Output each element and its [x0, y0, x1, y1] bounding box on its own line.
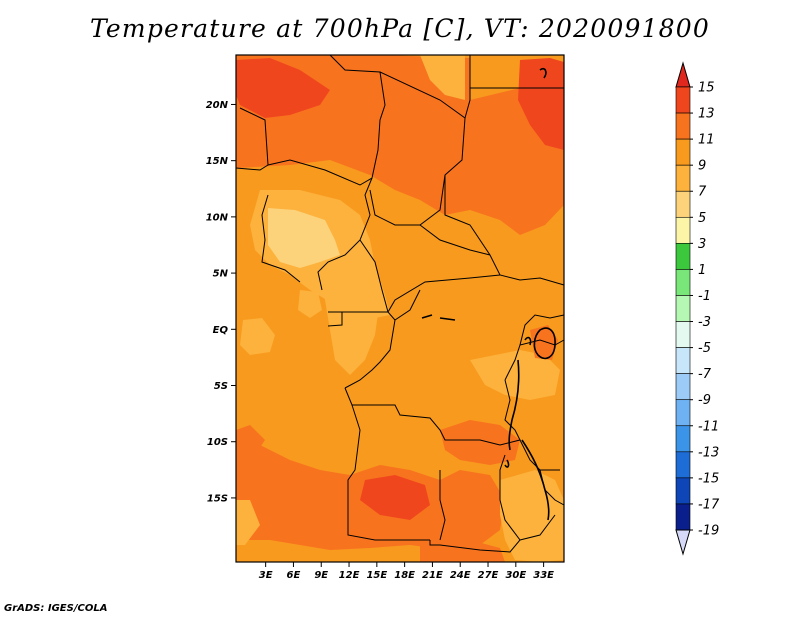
grads-credit: GrADS: IGES/COLA — [4, 603, 108, 614]
colorbar-box — [675, 477, 691, 505]
colorbar-label: -1 — [698, 289, 711, 304]
colorbar-box — [675, 321, 691, 348]
lat-tick-label: 5N — [213, 269, 229, 280]
lon-tick-label: 18E — [394, 570, 415, 581]
lon-tick-label: 21E — [422, 570, 443, 581]
lon-tick-label: 6E — [287, 570, 301, 581]
colorbar-box — [675, 112, 691, 140]
colorbar-label: -17 — [698, 497, 720, 512]
hot-region-south — [360, 475, 430, 520]
colorbar-label: 11 — [698, 133, 715, 148]
lat-tick-label: 15N — [206, 156, 229, 167]
country-borders — [235, 54, 565, 553]
cool-region-coast — [240, 318, 275, 355]
lon-tick-label: 9E — [314, 570, 328, 581]
colorbar-box — [675, 243, 691, 270]
colorbar-label: -11 — [698, 419, 719, 434]
cool-region-central — [325, 260, 380, 375]
cool-band-north — [420, 55, 465, 100]
longitude-axis: 3E 6E 9E 12E 15E 18E 21E 24E 27E 30E 33E — [259, 562, 554, 581]
colorbar-label: 13 — [698, 107, 715, 122]
lon-tick-label: 30E — [505, 570, 526, 581]
colorbar-box — [675, 425, 691, 453]
colorbar-label: -19 — [698, 524, 719, 539]
colorbar-label: -5 — [698, 341, 711, 356]
colorbar-box — [675, 503, 691, 531]
cool-patch-east — [470, 350, 560, 400]
colorbar-box — [675, 295, 691, 322]
colorbar-box — [675, 451, 691, 479]
lon-tick-label: 33E — [533, 570, 554, 581]
hot-region-northeast — [518, 58, 564, 150]
colorbar-label: 3 — [698, 237, 706, 252]
colorbar-box — [675, 399, 691, 427]
colorbar-top-arrow — [675, 61, 691, 88]
colorbar-box — [675, 164, 691, 192]
lat-tick-label: 5S — [214, 381, 228, 392]
lon-tick-label: 24E — [450, 570, 471, 581]
colorbar-label: -13 — [698, 445, 719, 460]
colorbar-label: -9 — [698, 393, 711, 408]
colorbar-bottom-arrow — [675, 529, 691, 556]
lon-tick-label: 27E — [478, 570, 499, 581]
warm-region-east-mid — [440, 420, 520, 465]
lon-tick-label: 3E — [259, 570, 273, 581]
warm-region-southwest — [236, 425, 265, 460]
lat-tick-label: EQ — [213, 325, 229, 336]
cool-region-west — [268, 208, 340, 268]
colorbar: 15 13 11 9 7 5 3 1 -1 -3 -5 -7 -9 -11 -13 -15 -17 -19 — [675, 61, 720, 556]
colorbar-label: 1 — [698, 263, 706, 278]
cool-patch-gulf — [298, 290, 322, 318]
colorbar-label: -15 — [698, 471, 719, 486]
colorbar-label: -3 — [698, 315, 711, 330]
colorbar-box — [675, 138, 691, 166]
lakes — [421, 67, 556, 521]
colorbar-label: 5 — [698, 211, 706, 226]
colorbar-label: -7 — [698, 367, 712, 382]
lon-tick-label: 15E — [366, 570, 387, 581]
lat-tick-label: 15S — [207, 493, 228, 504]
latitude-axis: 20N 15N 10N 5N EQ 5S 10S 15S — [206, 100, 236, 504]
lon-tick-label: 12E — [339, 570, 360, 581]
lat-tick-label: 10S — [207, 437, 228, 448]
colorbar-box — [675, 347, 691, 374]
colorbar-label: 9 — [698, 159, 706, 174]
colorbar-box — [675, 373, 691, 401]
cool-region-southwest — [236, 500, 260, 545]
colorbar-label: 7 — [698, 185, 707, 200]
colorbar-box — [675, 190, 691, 218]
lat-tick-label: 10N — [206, 212, 229, 223]
colorbar-box — [675, 216, 691, 244]
colorbar-box — [675, 269, 691, 296]
map-title: Temperature at 700hPa [C], VT: 202009180… — [90, 14, 710, 43]
colorbar-box — [675, 86, 691, 114]
map-frame — [235, 54, 565, 563]
map-border — [235, 54, 565, 563]
hot-region-northwest — [236, 58, 330, 118]
lat-tick-label: 20N — [206, 100, 229, 111]
colorbar-label: 15 — [698, 81, 715, 96]
